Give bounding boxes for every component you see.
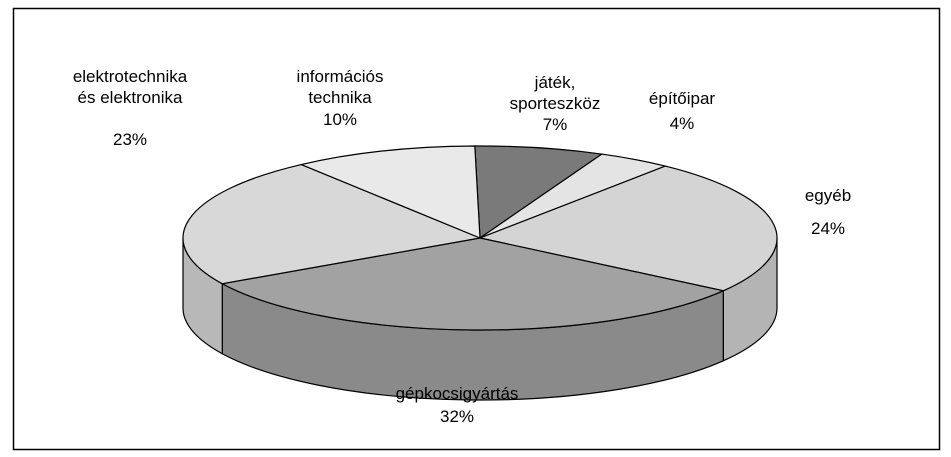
slice-label: 24% xyxy=(810,219,846,238)
slice-label: 10% xyxy=(322,110,358,129)
slice xyxy=(477,165,778,292)
slice-label: építőipar xyxy=(648,89,716,108)
slice xyxy=(474,145,604,240)
slice xyxy=(299,145,481,239)
slice-label: gépkocsigyártás xyxy=(395,384,519,403)
slice-label: 32% xyxy=(439,407,475,426)
slice-label: 4% xyxy=(669,114,695,133)
slice-label: egyéb xyxy=(804,186,852,205)
slice-label: játék, sporteszköz xyxy=(509,73,601,113)
slice-label: elektrotechnika és elektronika xyxy=(72,67,188,107)
slice-label: 7% xyxy=(542,115,568,134)
slice-label: információs technika xyxy=(296,67,384,107)
slice xyxy=(220,237,726,331)
slice xyxy=(182,163,483,285)
slice-label: 23% xyxy=(112,130,148,149)
